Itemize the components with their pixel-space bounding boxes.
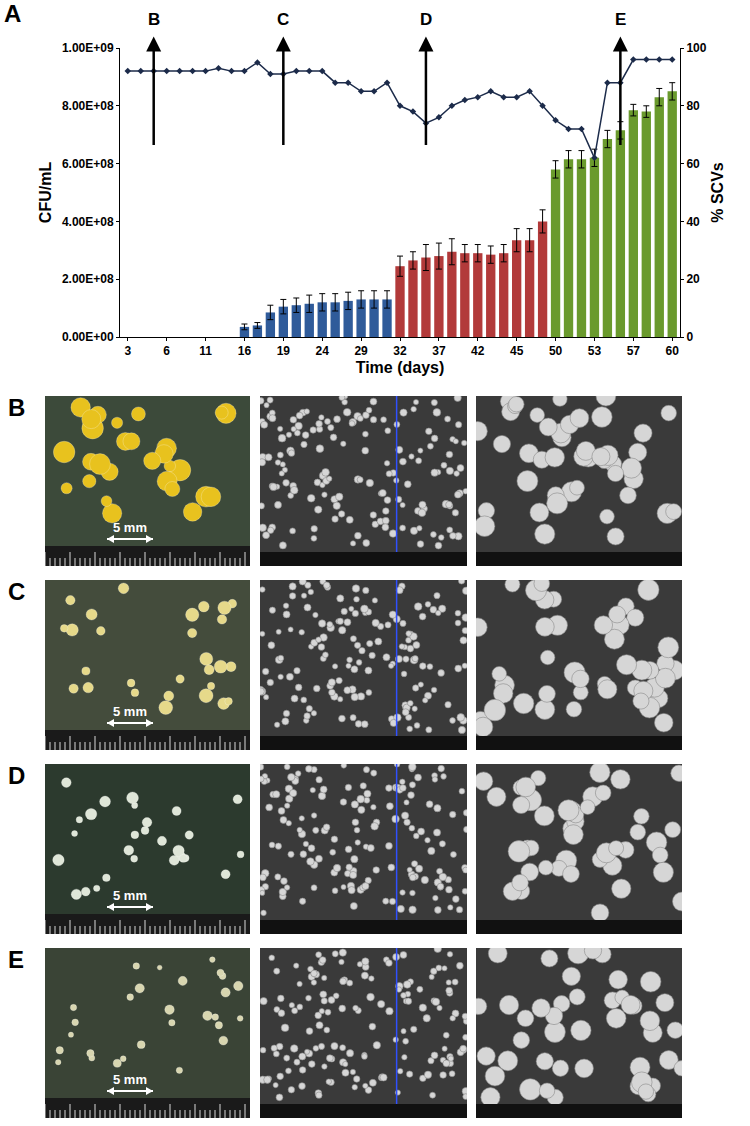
svg-text:20: 20 (686, 272, 700, 286)
svg-text:6.00E+08: 6.00E+08 (62, 157, 114, 171)
svg-text:3: 3 (124, 344, 131, 358)
svg-text:% SCVs: % SCVs (709, 162, 726, 223)
svg-text:C: C (277, 10, 289, 29)
svg-text:1.00E+09: 1.00E+09 (62, 41, 114, 55)
svg-text:100: 100 (686, 41, 706, 55)
html-text:B: B (8, 394, 26, 421)
svg-text:6: 6 (163, 344, 170, 358)
svg-text:B: B (148, 10, 160, 29)
svg-text:8.00E+08: 8.00E+08 (62, 99, 114, 113)
svg-text:5 mm: 5 mm (113, 704, 147, 719)
svg-text:80: 80 (686, 99, 700, 113)
svg-text:E: E (615, 10, 626, 29)
svg-text:53: 53 (588, 344, 602, 358)
svg-text:24: 24 (316, 344, 330, 358)
svg-text:57: 57 (627, 344, 641, 358)
svg-text:19: 19 (277, 344, 291, 358)
svg-text:0: 0 (686, 330, 693, 344)
svg-text:Time (days): Time (days) (356, 359, 445, 376)
svg-text:0.00E+00: 0.00E+00 (62, 330, 114, 344)
svg-text:A: A (4, 0, 21, 27)
svg-text:5 mm: 5 mm (113, 1072, 147, 1087)
svg-text:2.00E+08: 2.00E+08 (62, 272, 114, 286)
svg-text:60: 60 (686, 157, 700, 171)
svg-text:5 mm: 5 mm (113, 888, 147, 903)
svg-text:D: D (420, 10, 432, 29)
svg-text:16: 16 (238, 344, 252, 358)
svg-text:32: 32 (393, 344, 407, 358)
svg-text:29: 29 (354, 344, 368, 358)
svg-text:42: 42 (471, 344, 485, 358)
svg-text:60: 60 (666, 344, 680, 358)
html-text:E: E (8, 946, 24, 973)
svg-text:11: 11 (199, 344, 212, 358)
svg-text:CFU/mL: CFU/mL (37, 162, 54, 224)
svg-text:4.00E+08: 4.00E+08 (62, 215, 114, 229)
html-text:C: C (8, 578, 26, 605)
html-text:D: D (8, 762, 26, 789)
svg-text:5 mm: 5 mm (113, 520, 147, 535)
svg-text:40: 40 (686, 215, 700, 229)
svg-text:45: 45 (510, 344, 524, 358)
svg-text:50: 50 (549, 344, 563, 358)
svg-text:37: 37 (432, 344, 446, 358)
